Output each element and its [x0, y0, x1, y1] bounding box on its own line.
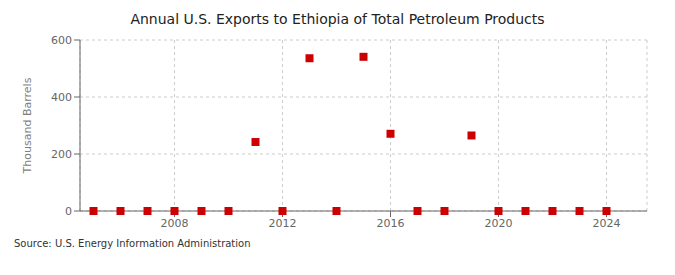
html-text:Annual U.S. Exports to Ethiopi: Annual U.S. Exports to Ethiopia of Total…	[130, 11, 545, 27]
svg-text:2012: 2012	[269, 217, 297, 230]
html-text:Source: U.S. Energy Informatio: Source: U.S. Energy Information Administ…	[14, 238, 251, 249]
svg-text:0: 0	[65, 205, 72, 218]
svg-text:600: 600	[51, 34, 72, 47]
svg-text:400: 400	[51, 91, 72, 104]
svg-text:200: 200	[51, 148, 72, 161]
svg-text:Thousand Barrels: Thousand Barrels	[21, 77, 34, 174]
svg-text:2008: 2008	[161, 217, 189, 230]
svg-text:2024: 2024	[593, 217, 621, 230]
svg-text:2020: 2020	[485, 217, 513, 230]
svg-text:2016: 2016	[377, 217, 405, 230]
